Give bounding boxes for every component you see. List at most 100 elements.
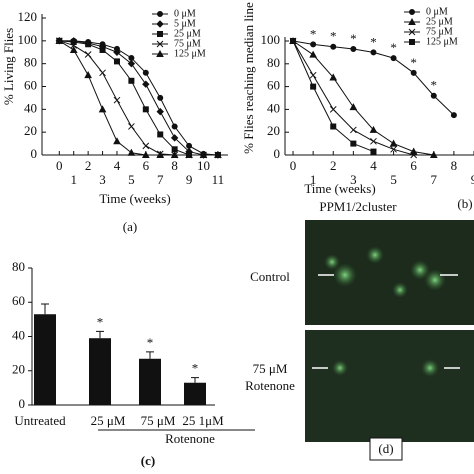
marker xyxy=(156,150,165,158)
marker xyxy=(350,126,357,134)
y-tick-label: 60 xyxy=(12,293,25,308)
x-tick-label: 0 xyxy=(290,158,297,173)
legend-label: 5 μM xyxy=(174,18,196,29)
x-tick-label: Untreated xyxy=(14,413,66,428)
marker xyxy=(389,139,398,147)
row-label: Rotenone xyxy=(245,378,295,393)
error-bar xyxy=(191,377,199,383)
bar xyxy=(89,338,111,405)
error-bar xyxy=(96,330,104,339)
marker xyxy=(369,125,378,133)
marker xyxy=(128,77,135,84)
x-tick-label: 2 xyxy=(85,158,92,173)
x-tick-label: 25 μM xyxy=(91,413,126,428)
marker xyxy=(99,69,106,77)
x-tick-label: 3 xyxy=(350,172,357,187)
marker xyxy=(113,96,121,104)
legend-label: 0 μM xyxy=(174,8,196,19)
legend-marker xyxy=(408,28,416,36)
y-tick-label: 80 xyxy=(267,55,280,70)
y-tick-label: 120 xyxy=(18,9,38,24)
marker xyxy=(142,106,149,113)
series-line xyxy=(292,40,434,156)
y-tick-label: 0 xyxy=(274,146,281,161)
marker xyxy=(142,80,150,88)
legend-marker xyxy=(156,20,164,28)
significance: * xyxy=(410,55,417,70)
marker xyxy=(113,48,121,56)
marker xyxy=(370,49,377,56)
y-tick-label: 80 xyxy=(12,259,25,274)
panel-d-images xyxy=(305,220,474,461)
marker xyxy=(290,38,297,44)
x-tick-label: 9 xyxy=(186,172,193,187)
marker xyxy=(390,145,397,153)
x-tick-label: 4 xyxy=(370,158,377,173)
x-tick-label: 3 xyxy=(99,172,106,187)
x-tick-label: 11 xyxy=(212,172,225,187)
x-tick-label: 25 1μM xyxy=(182,413,224,428)
x-tick-label: 5 xyxy=(390,172,397,187)
significance: * xyxy=(390,40,397,55)
x-tick-label: 6 xyxy=(143,158,150,173)
marker xyxy=(157,131,164,138)
marker xyxy=(390,55,397,62)
marker xyxy=(409,147,418,155)
image-rotenone xyxy=(305,330,474,442)
marker xyxy=(330,123,337,130)
bar xyxy=(139,358,161,405)
marker xyxy=(329,73,338,81)
marker xyxy=(329,106,337,113)
legend-marker xyxy=(156,49,164,57)
x-tick-label: 0 xyxy=(56,158,63,173)
marker xyxy=(199,150,208,158)
y-tick-label: 40 xyxy=(267,100,280,115)
marker xyxy=(171,123,178,130)
marker xyxy=(127,148,136,156)
marker xyxy=(84,51,92,58)
y-tick-label: 0 xyxy=(31,146,38,161)
legend-label: 25 μM xyxy=(426,16,453,27)
error-bar xyxy=(146,351,154,359)
panel-label: (b) xyxy=(457,196,472,211)
marker xyxy=(128,123,135,130)
x-tick-label: 7 xyxy=(157,172,164,187)
legend-marker xyxy=(156,40,164,48)
significance: * xyxy=(192,361,199,376)
x-axis-label: Time (weeks) xyxy=(304,181,375,196)
marker xyxy=(370,148,377,155)
x-tick-label: 1 xyxy=(70,172,77,187)
marker xyxy=(98,105,107,113)
y-tick-label: 100 xyxy=(18,32,38,47)
marker xyxy=(429,150,438,158)
legend-label: 125 μM xyxy=(426,36,458,47)
marker xyxy=(85,41,92,48)
y-tick-label: 40 xyxy=(24,100,37,115)
y-tick-label: 20 xyxy=(12,362,25,377)
legend-label: 25 μM xyxy=(174,28,201,39)
marker xyxy=(141,150,150,158)
x-tick-label: 4 xyxy=(114,158,121,173)
significance: * xyxy=(310,26,317,41)
y-axis-label: % Living Flies xyxy=(1,28,16,105)
y-tick-label: 100 xyxy=(261,32,281,47)
error-bar xyxy=(41,303,49,315)
significance: * xyxy=(97,314,104,329)
marker xyxy=(70,38,77,45)
legend-label: 75 μM xyxy=(174,38,201,49)
y-tick-label: 80 xyxy=(24,55,37,70)
marker xyxy=(410,69,417,76)
x-tick-label: 6 xyxy=(410,158,417,173)
x-tick-label: 5 xyxy=(128,172,135,187)
y-tick-label: 60 xyxy=(267,78,280,93)
legend-marker xyxy=(408,17,416,25)
marker xyxy=(170,150,179,158)
significance: * xyxy=(350,31,357,46)
marker xyxy=(330,43,337,50)
x-tick-label: 1 xyxy=(310,172,317,187)
marker xyxy=(430,92,437,99)
significance: * xyxy=(370,34,377,49)
legend-label: 75 μM xyxy=(426,26,453,37)
x-axis-label: Rotenone xyxy=(165,431,215,446)
